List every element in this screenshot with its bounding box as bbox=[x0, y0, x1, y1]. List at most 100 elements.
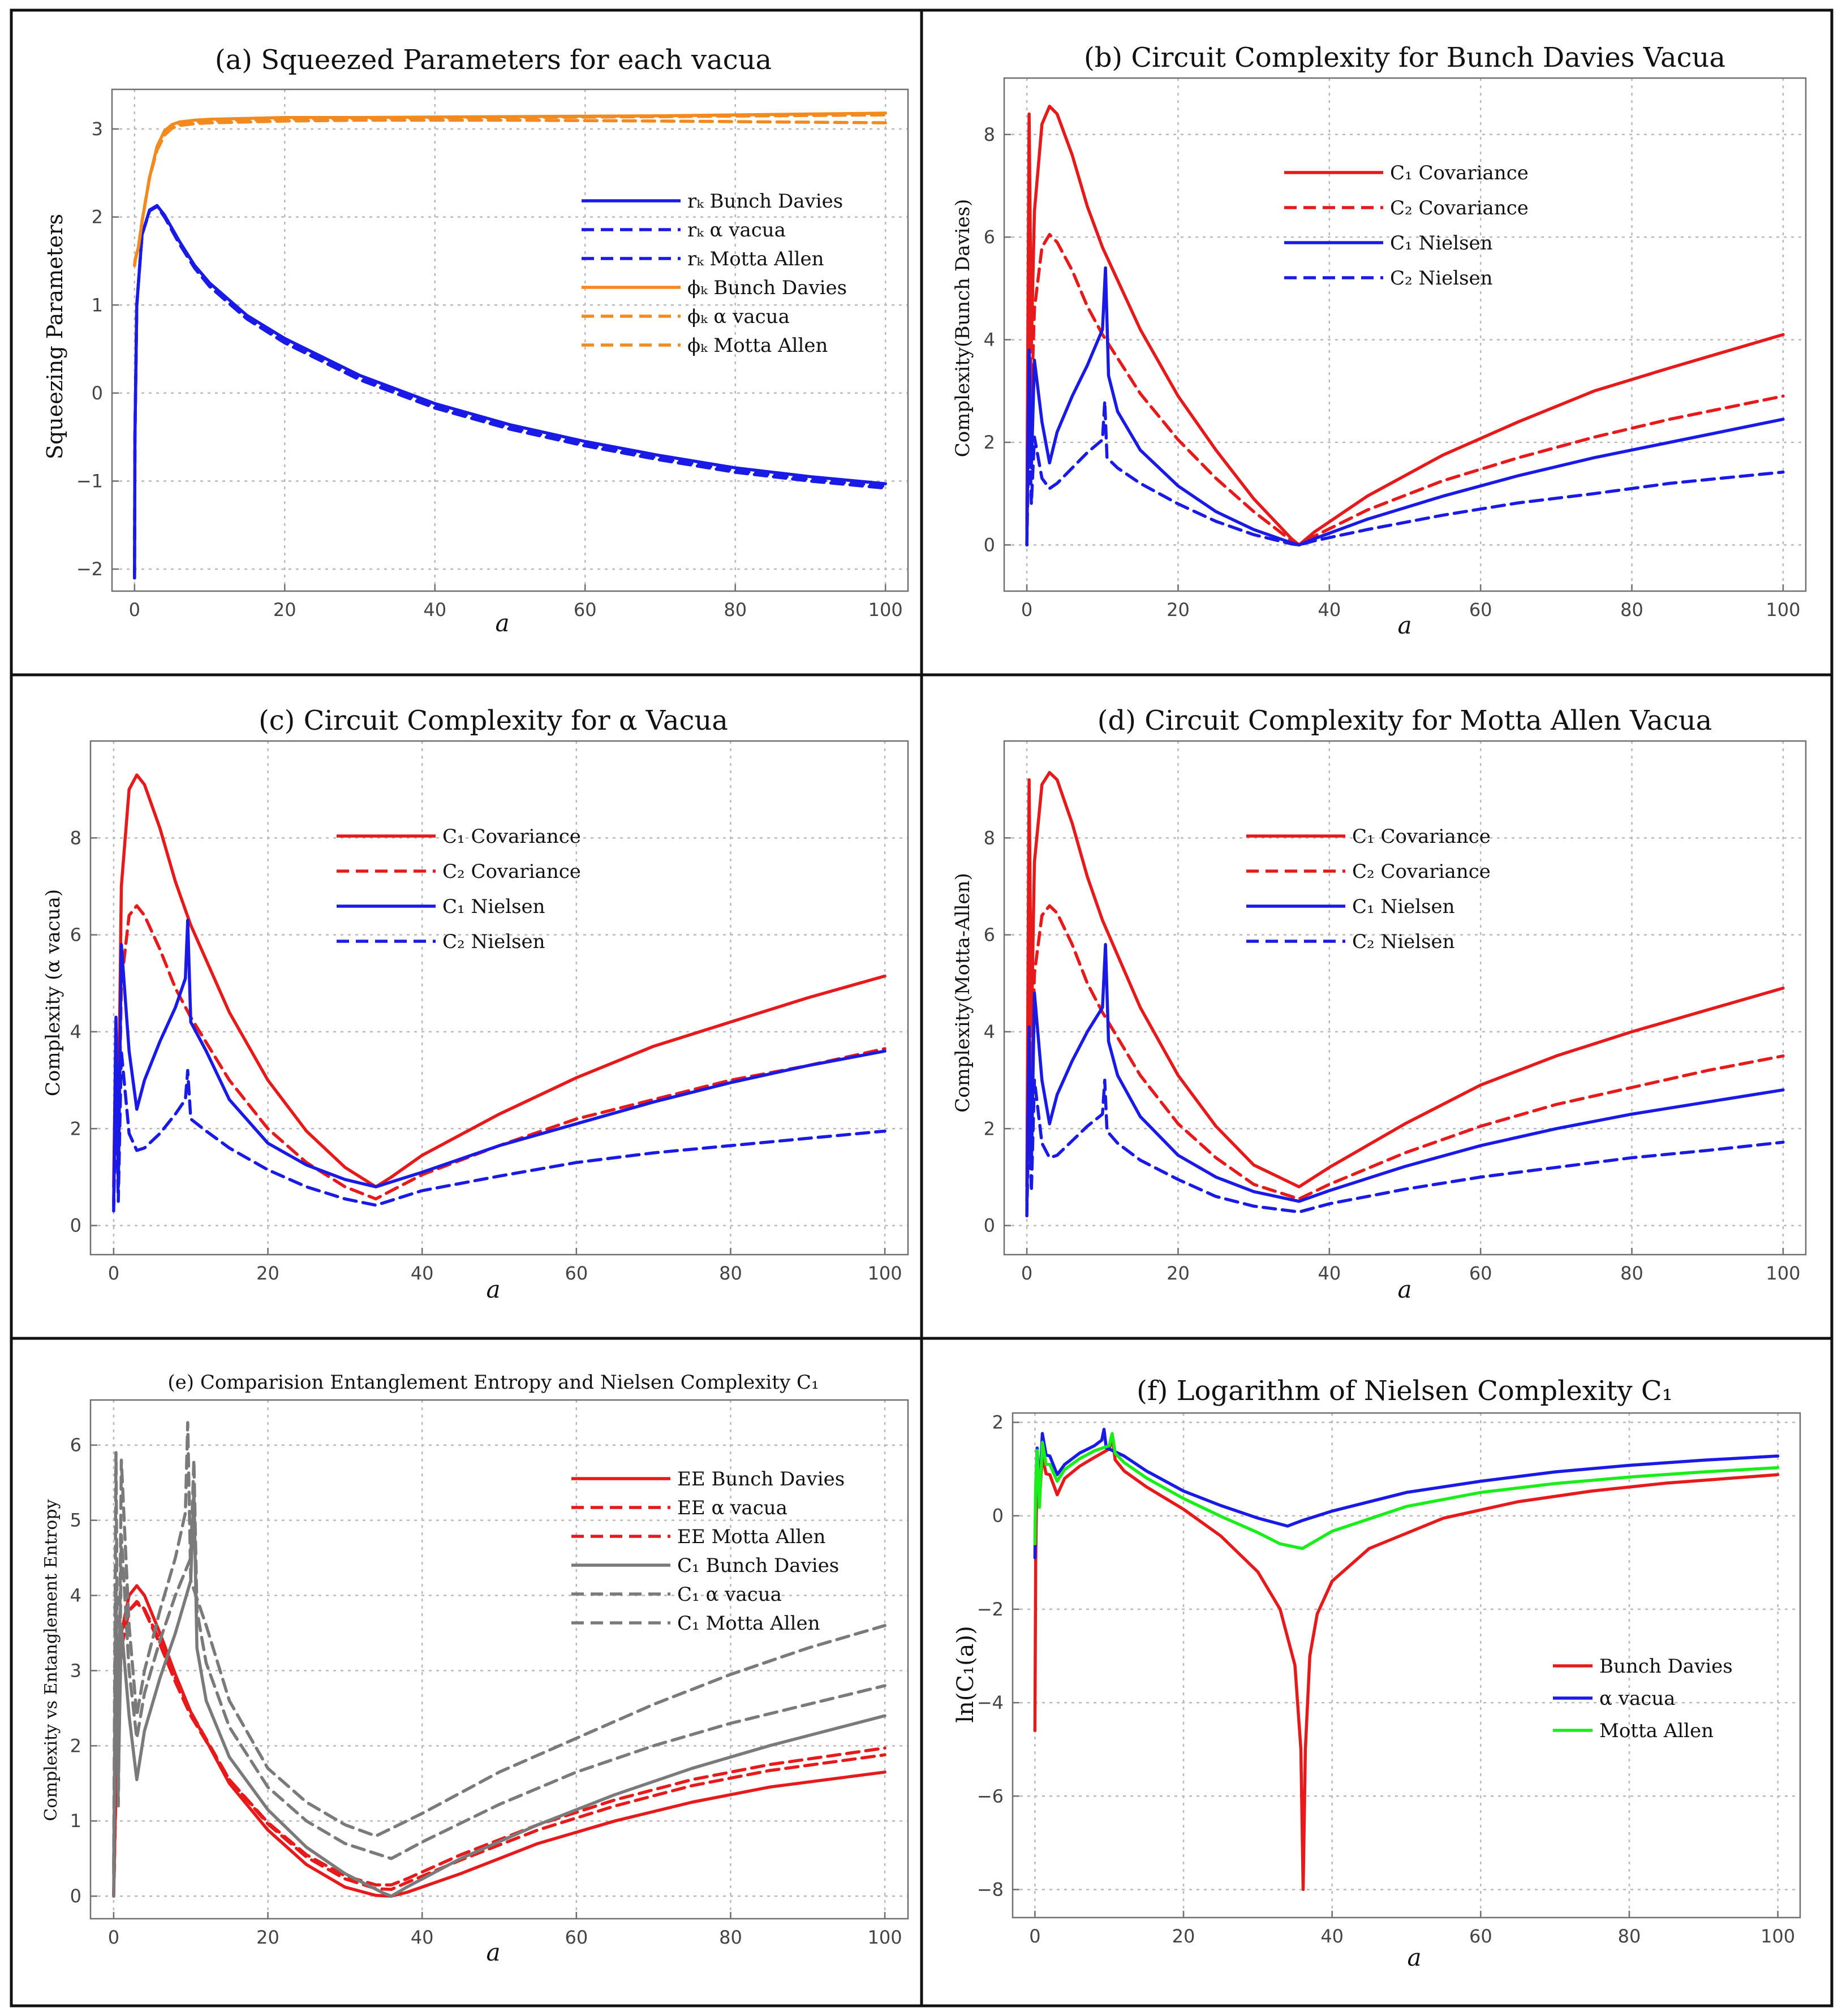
x-tick-label: 40 bbox=[411, 1263, 434, 1284]
panel-a-plot-area: 0 20 40 60 80 100 −2 −1 0 1 2 3 bbox=[76, 88, 909, 621]
x-tick-label: 80 bbox=[719, 1927, 742, 1948]
y-tick-label: 4 bbox=[984, 1021, 995, 1043]
series-line-c-3 bbox=[112, 1049, 886, 1213]
y-tick-label: 4 bbox=[70, 1021, 81, 1043]
x-tick-label: 80 bbox=[1620, 1263, 1643, 1284]
panel-e-legend: EE Bunch Davies EE α vacua EE Motta Allen C… bbox=[571, 1468, 845, 1635]
x-tick-label: 80 bbox=[1618, 1925, 1641, 1947]
series-line-d-0 bbox=[1025, 770, 1785, 1188]
panel-a: (a) Squeezed Parameters for each vacua a… bbox=[42, 44, 909, 637]
legend-label: ϕₖ α vacua bbox=[687, 305, 790, 328]
series-group bbox=[1025, 770, 1785, 1218]
x-tick-label: 0 bbox=[108, 1263, 119, 1284]
y-tick-label: −1 bbox=[76, 470, 103, 492]
legend-label: C₂ Covariance bbox=[442, 860, 581, 883]
legend-label: EE Bunch Davies bbox=[677, 1468, 845, 1491]
series-line-b-0 bbox=[1025, 105, 1785, 547]
panel-c-legend: C₁ Covariance C₂ Covariance C₁ Nielsen C₂ N… bbox=[337, 825, 581, 953]
y-tick-label: −4 bbox=[977, 1692, 1004, 1713]
panel-a-legend: rₖ Bunch Davies rₖ α vacua rₖ Motta Allen ϕ… bbox=[582, 190, 847, 357]
panel-e: (e) Comparision Entanglement Entropy and… bbox=[41, 1371, 909, 1966]
legend-label: ϕₖ Bunch Davies bbox=[687, 277, 847, 299]
panel-a-x-axis-label: a bbox=[495, 609, 509, 637]
y-tick-label: 2 bbox=[984, 432, 995, 453]
y-tick-label: −8 bbox=[977, 1879, 1004, 1900]
x-tick-label: 100 bbox=[868, 599, 903, 621]
y-tick-label: −6 bbox=[977, 1785, 1004, 1807]
series-line-c-2 bbox=[112, 919, 886, 1208]
plot-frame bbox=[111, 88, 909, 592]
x-tick-label: 100 bbox=[1766, 1263, 1800, 1284]
panel-d-x-axis-label: a bbox=[1397, 1276, 1411, 1303]
y-tick-label: 0 bbox=[70, 1215, 81, 1237]
legend-label: rₖ Bunch Davies bbox=[687, 190, 843, 213]
legend-label: C₁ Covariance bbox=[1390, 162, 1529, 184]
series-line-e-3 bbox=[112, 1488, 886, 1898]
plot-frame bbox=[89, 740, 909, 1256]
x-tick-label: 100 bbox=[1761, 1925, 1795, 1947]
legend-label: ϕₖ Motta Allen bbox=[687, 334, 828, 357]
panel-d-plot-area: 0 20 40 60 80 100 0 2 4 6 8 bbox=[984, 740, 1807, 1284]
x-tick-label: 20 bbox=[273, 599, 296, 621]
panel-c-title: (c) Circuit Complexity for α Vacua bbox=[259, 705, 728, 736]
series-group bbox=[1025, 105, 1785, 547]
x-tick-label: 40 bbox=[1318, 1263, 1341, 1284]
y-tick-label: 2 bbox=[992, 1412, 1004, 1433]
series-line-c-0 bbox=[112, 773, 886, 1188]
series-line-a-5 bbox=[133, 118, 887, 267]
panel-f: (f) Logarithm of Nielsen Complexity C₁ a… bbox=[953, 1375, 1801, 1971]
panel-b-plot-area: 0 20 40 60 80 100 0 2 4 6 8 bbox=[984, 77, 1807, 621]
panel-c-y-axis-label: Complexity (α vacua) bbox=[42, 889, 64, 1096]
x-tick-label: 40 bbox=[1320, 1925, 1344, 1947]
legend-label: C₂ Covariance bbox=[1390, 197, 1529, 219]
legend-label: C₁ Nielsen bbox=[1390, 232, 1493, 255]
x-tick-label: 80 bbox=[724, 599, 747, 621]
panel-d-y-axis-label: Complexity(Motta-Allen) bbox=[952, 873, 974, 1113]
panel-b-title: (b) Circuit Complexity for Bunch Davies … bbox=[1084, 42, 1725, 74]
panel-b-y-axis-label: Complexity(Bunch Davies) bbox=[952, 199, 974, 458]
x-tick-label: 80 bbox=[719, 1263, 742, 1284]
legend-label: C₁ Nielsen bbox=[1352, 895, 1455, 918]
series-line-e-5 bbox=[112, 1458, 886, 1876]
series-line-a-4 bbox=[133, 113, 887, 267]
panel-d-legend: C₁ Covariance C₂ Covariance C₁ Nielsen C₂ N… bbox=[1246, 825, 1491, 953]
panel-c: (c) Circuit Complexity for α Vacua a Com… bbox=[42, 705, 909, 1303]
x-tick-label: 60 bbox=[574, 599, 597, 621]
x-tick-label: 20 bbox=[256, 1263, 279, 1284]
legend-label: rₖ α vacua bbox=[687, 219, 786, 242]
panel-grid-borders bbox=[10, 8, 1834, 2008]
y-tick-label: 8 bbox=[70, 827, 81, 848]
y-tick-label: 2 bbox=[92, 206, 103, 228]
plot-frame bbox=[1003, 740, 1807, 1256]
y-tick-label: 6 bbox=[70, 924, 81, 946]
x-tick-label: 0 bbox=[129, 599, 140, 621]
x-tick-label: 20 bbox=[1167, 1263, 1190, 1284]
y-tick-label: 8 bbox=[984, 827, 995, 848]
x-tick-label: 60 bbox=[1469, 599, 1492, 621]
y-tick-label: 3 bbox=[92, 118, 103, 140]
x-tick-label: 60 bbox=[1469, 1925, 1492, 1947]
x-tick-label: 20 bbox=[1172, 1925, 1195, 1947]
x-tick-label: 0 bbox=[108, 1927, 119, 1948]
legend-label: C₁ Bunch Davies bbox=[677, 1554, 839, 1577]
x-tick-label: 100 bbox=[868, 1263, 902, 1284]
series-line-f-0 bbox=[1033, 1436, 1780, 1892]
series-line-b-2 bbox=[1025, 266, 1785, 547]
panel-b-legend: C₁ Covariance C₂ Covariance C₁ Nielsen C₂ N… bbox=[1284, 162, 1529, 290]
series-line-d-1 bbox=[1025, 904, 1785, 1203]
series-line-b-1 bbox=[1025, 232, 1785, 547]
series-group bbox=[112, 773, 886, 1213]
y-tick-label: 0 bbox=[70, 1885, 81, 1907]
panel-a-y-axis-label: Squeezing Parameters bbox=[42, 214, 67, 459]
y-tick-label: −2 bbox=[977, 1599, 1004, 1620]
panel-f-x-axis-label: a bbox=[1407, 1944, 1421, 1971]
legend-label: C₁ Motta Allen bbox=[677, 1612, 820, 1635]
y-tick-label: 3 bbox=[70, 1660, 81, 1681]
y-tick-label: 0 bbox=[984, 534, 995, 555]
legend-label: C₂ Nielsen bbox=[442, 931, 545, 953]
series-line-c-1 bbox=[112, 904, 886, 1203]
panel-a-title: (a) Squeezed Parameters for each vacua bbox=[215, 44, 772, 76]
x-tick-label: 60 bbox=[565, 1263, 588, 1284]
legend-label: C₁ α vacua bbox=[677, 1583, 782, 1606]
